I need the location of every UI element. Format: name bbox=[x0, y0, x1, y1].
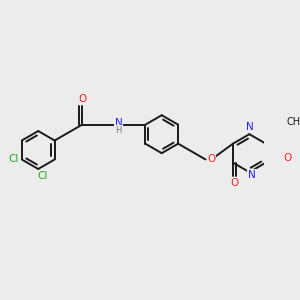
Text: O: O bbox=[78, 94, 86, 104]
Text: O: O bbox=[284, 153, 292, 163]
Text: CH₃: CH₃ bbox=[286, 117, 300, 127]
Text: N: N bbox=[245, 122, 253, 132]
Text: O: O bbox=[230, 178, 239, 188]
Text: N: N bbox=[115, 118, 122, 128]
Text: Cl: Cl bbox=[9, 154, 19, 164]
Text: Cl: Cl bbox=[37, 171, 47, 181]
Text: N: N bbox=[248, 170, 256, 180]
Text: H: H bbox=[115, 126, 122, 135]
Text: O: O bbox=[207, 154, 215, 164]
